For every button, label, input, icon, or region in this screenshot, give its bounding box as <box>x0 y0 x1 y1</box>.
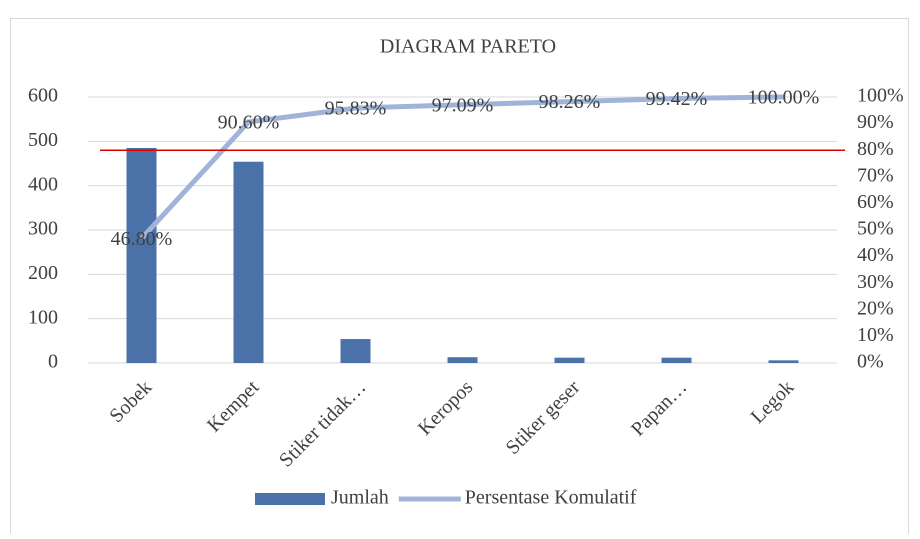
data-label: 97.09% <box>432 94 494 116</box>
y2-tick-label: 90% <box>857 111 894 133</box>
bar <box>340 339 371 363</box>
y2-tick-label: 30% <box>857 271 894 293</box>
bar <box>661 357 692 363</box>
data-label: 90.60% <box>218 112 280 134</box>
bar <box>126 147 157 363</box>
y-tick-label: 600 <box>28 85 58 107</box>
legend-label: Jumlah <box>331 487 389 509</box>
y2-tick-label: 60% <box>857 191 894 213</box>
y-tick-label: 300 <box>28 218 58 240</box>
legend-swatch <box>255 493 325 505</box>
y-tick-label: 500 <box>28 129 58 151</box>
chart-title: DIAGRAM PARETO <box>380 36 556 58</box>
data-label: 99.42% <box>646 88 708 110</box>
bar <box>447 357 478 363</box>
data-label: 98.26% <box>539 91 601 113</box>
cumulative-line <box>139 94 784 241</box>
y2-tick-label: 50% <box>857 218 894 240</box>
bar <box>554 357 585 363</box>
bar <box>768 360 799 363</box>
y-tick-label: 0 <box>48 351 58 373</box>
y2-tick-label: 100% <box>857 85 904 107</box>
y2-tick-label: 20% <box>857 297 894 319</box>
bar <box>233 161 264 363</box>
legend-label: Persentase Komulatif <box>465 487 637 509</box>
y2-tick-label: 40% <box>857 244 894 266</box>
data-label: 95.83% <box>325 98 387 120</box>
y2-tick-label: 70% <box>857 164 894 186</box>
y2-tick-label: 80% <box>857 138 894 160</box>
y2-tick-label: 10% <box>857 324 894 346</box>
y-tick-label: 100 <box>28 306 58 328</box>
data-label: 100.00% <box>748 87 820 109</box>
y2-tick-label: 0% <box>857 351 884 373</box>
y-tick-label: 200 <box>28 262 58 284</box>
data-label: 46.80% <box>111 228 173 250</box>
y-tick-label: 400 <box>28 173 58 195</box>
